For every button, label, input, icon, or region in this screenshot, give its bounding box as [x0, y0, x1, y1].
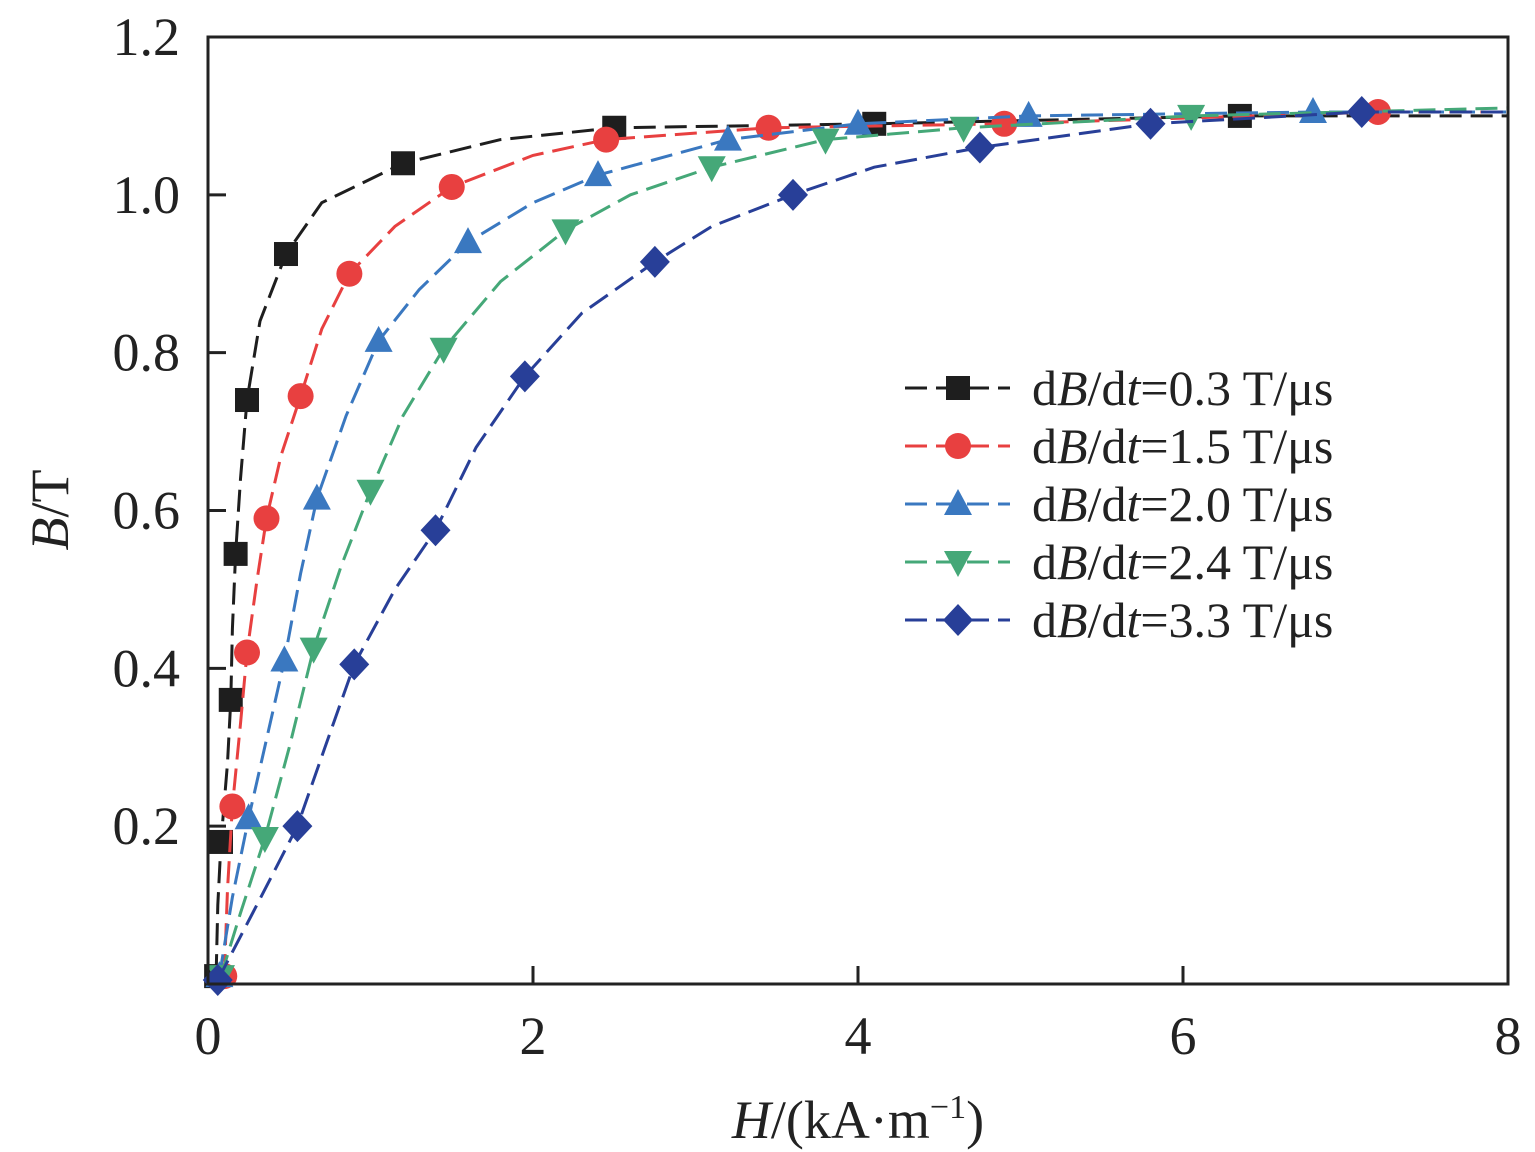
x-tick-label: 6: [1170, 1006, 1197, 1066]
y-tick-label: 1.0: [113, 165, 181, 225]
data-point-triangle-up: [584, 160, 612, 187]
data-point-triangle-down: [949, 116, 978, 143]
legend-label: dB/dt=2.0 T/μs: [1032, 476, 1333, 532]
y-tick-label: 0.2: [113, 796, 181, 856]
legend-label: dB/dt=2.4 T/μs: [1032, 534, 1333, 590]
x-tick-label: 8: [1495, 1006, 1522, 1066]
data-point-triangle-up: [1299, 96, 1327, 123]
data-point-diamond: [202, 964, 233, 997]
data-point-triangle-up: [454, 227, 482, 254]
legend-label: dB/dt=3.3 T/μs: [1032, 592, 1333, 648]
data-point-triangle-up: [844, 108, 872, 135]
data-point-triangle-down: [1177, 104, 1206, 131]
ticks-layer: 0 2 4 6 8 0.2 0.4 0.6 0.8 1.0 1.2: [113, 7, 1522, 1066]
data-point-diamond: [282, 810, 313, 843]
legend-marker-diamond: [943, 604, 973, 636]
y-tick-label: 0.4: [113, 638, 181, 698]
y-tick-label: 0.8: [113, 323, 181, 383]
data-point-square: [391, 151, 415, 176]
data-point-diamond: [778, 178, 808, 211]
series-layer: [202, 95, 1509, 997]
series-5: [202, 95, 1508, 997]
data-point-diamond: [1135, 107, 1166, 140]
y-tick-label: 1.2: [113, 7, 181, 67]
data-point-triangle-down: [811, 128, 840, 155]
legend-marker-circle: [945, 433, 971, 459]
data-point-square: [223, 541, 248, 566]
data-point-circle: [438, 173, 465, 200]
legend-entry: dB/dt=2.4 T/μs: [905, 534, 1333, 590]
data-point-circle: [593, 126, 620, 153]
data-point-square: [235, 388, 259, 413]
x-tick-label: 0: [195, 1006, 222, 1066]
data-point-diamond: [420, 514, 451, 547]
data-point-triangle-down: [299, 637, 328, 664]
data-point-triangle-up: [364, 325, 393, 352]
legend-entry: dB/dt=2.0 T/μs: [905, 476, 1333, 532]
series-line: [216, 110, 1508, 981]
data-point-triangle-up: [234, 803, 263, 830]
data-point-diamond: [339, 648, 370, 681]
legend-entry: dB/dt=1.5 T/μs: [905, 418, 1333, 474]
data-point-triangle-down: [250, 827, 279, 854]
legend-marker-square: [946, 376, 970, 400]
data-point-square: [218, 687, 243, 712]
y-axis-title: B/T: [20, 469, 80, 550]
data-point-circle: [253, 505, 280, 532]
data-point-diamond: [1346, 95, 1377, 128]
y-tick-label: 0.6: [113, 481, 181, 541]
data-point-diamond: [509, 360, 540, 393]
data-point-circle: [287, 383, 314, 410]
data-point-triangle-down: [356, 479, 385, 506]
series-line: [217, 110, 1508, 977]
data-point-triangle-down: [429, 337, 458, 364]
x-axis-title: H/(kA·m−1): [731, 1089, 984, 1150]
legend-entry: dB/dt=0.3 T/μs: [905, 360, 1333, 416]
legend-marker-triangle-up: [944, 489, 972, 515]
legend-entry: dB/dt=3.3 T/μs: [905, 592, 1333, 648]
data-point-triangle-up: [714, 124, 742, 151]
series-line: [214, 114, 1508, 977]
data-point-triangle-up: [302, 483, 331, 510]
x-tick-label: 4: [845, 1006, 872, 1066]
legend-label: dB/dt=0.3 T/μs: [1032, 360, 1333, 416]
data-point-circle: [336, 260, 363, 287]
data-point-diamond: [639, 245, 670, 278]
data-point-diamond: [964, 131, 995, 164]
data-point-triangle-up: [270, 645, 299, 672]
legend-marker-triangle-down: [944, 551, 972, 577]
data-point-square: [274, 242, 298, 267]
data-point-triangle-down: [697, 156, 726, 183]
data-point-circle: [234, 639, 260, 666]
data-point-triangle-up: [1014, 100, 1043, 127]
legend-label: dB/dt=1.5 T/μs: [1032, 418, 1333, 474]
data-point-circle: [219, 793, 246, 820]
x-tick-label: 2: [520, 1006, 547, 1066]
data-point-triangle-down: [551, 219, 580, 246]
